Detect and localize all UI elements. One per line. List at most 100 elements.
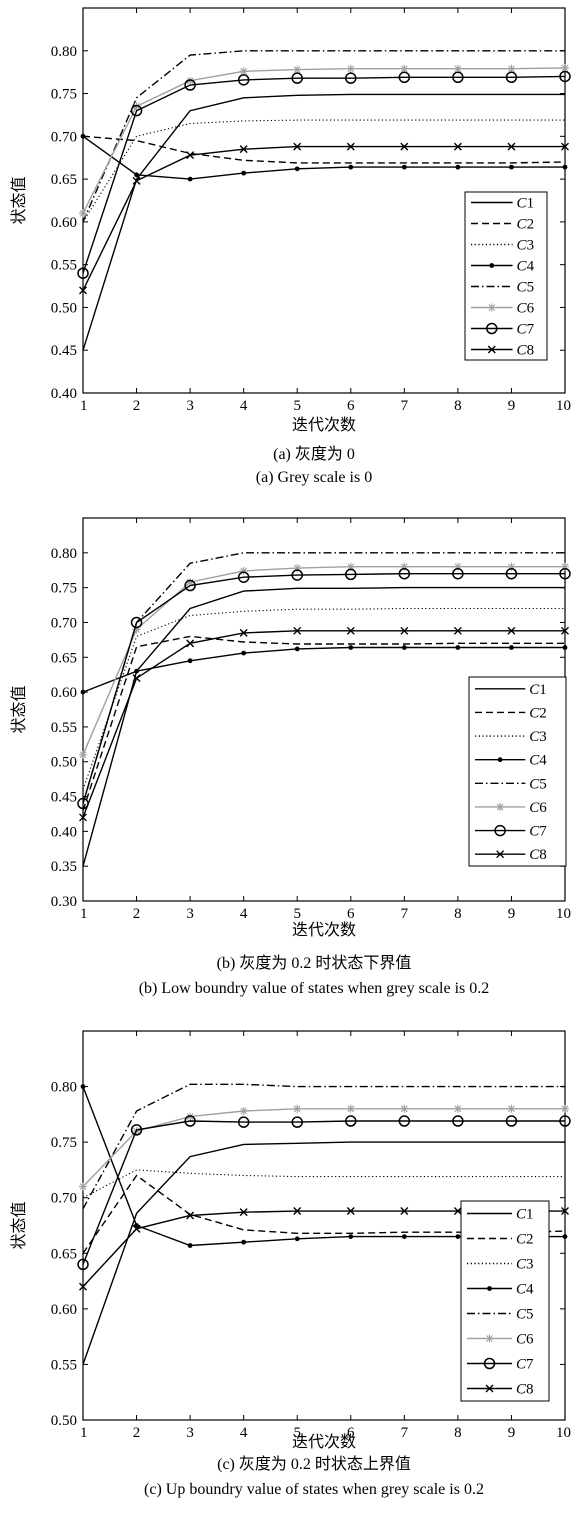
data-point-c8 <box>400 626 409 635</box>
x-tick-label: 2 <box>133 906 141 922</box>
data-point-c6 <box>561 562 569 571</box>
data-point-c7 <box>452 567 464 580</box>
x-tick-label: 8 <box>454 906 462 922</box>
series-line-c2 <box>82 135 566 164</box>
legend-label-c4: C4 <box>517 259 535 275</box>
x-tick-label: 1 <box>80 398 88 414</box>
legend-label-c3: C3 <box>516 1257 534 1273</box>
y-tick-label: 0.50 <box>51 1413 77 1429</box>
data-point-c4 <box>401 164 407 170</box>
data-point-c6 <box>346 1104 355 1113</box>
legend-label-c3: C3 <box>517 238 535 254</box>
series-line-c6 <box>82 67 566 214</box>
data-point-c4 <box>187 1243 193 1248</box>
data-point-c6 <box>453 1104 462 1113</box>
series-line-c1 <box>82 93 565 351</box>
y-tick-label: 0.80 <box>51 546 77 562</box>
data-point-c7 <box>452 1115 464 1127</box>
series-line-c1 <box>82 586 565 867</box>
x-tick-label: 10 <box>556 906 571 922</box>
series-line-c1 <box>82 1141 565 1365</box>
caption-chinese: (a) 灰度为 0 <box>273 445 355 463</box>
legend-marker-c7 <box>483 1357 496 1370</box>
data-point-c4 <box>401 1234 407 1240</box>
x-axis-label: 迭代次数 <box>292 416 356 434</box>
y-tick-label: 0.45 <box>51 790 77 806</box>
legend-label-c6: C6 <box>529 800 547 816</box>
y-tick-label: 0.50 <box>51 300 77 316</box>
legend-label-c5: C5 <box>517 280 535 296</box>
legend-label-c7: C7 <box>516 1357 534 1373</box>
series-c6 <box>79 562 569 759</box>
x-tick-label: 7 <box>401 906 409 922</box>
data-point-c8 <box>400 142 409 151</box>
series-c8 <box>79 626 569 822</box>
legend-marker-c8 <box>496 850 505 859</box>
data-point-c6 <box>293 564 302 573</box>
data-point-c4 <box>401 645 407 650</box>
data-point-c7 <box>184 1115 196 1127</box>
legend-label-c3: C3 <box>529 729 547 745</box>
data-point-c4 <box>134 172 139 178</box>
legend-label-c1: C1 <box>529 682 547 698</box>
data-point-c8 <box>293 1207 302 1216</box>
legend-marker-c4 <box>489 263 495 268</box>
x-tick-label: 6 <box>347 1425 355 1441</box>
data-point-c4 <box>348 1234 354 1240</box>
y-tick-label: 0.70 <box>51 129 77 145</box>
x-tick-label: 3 <box>186 398 194 414</box>
data-point-c8 <box>507 142 516 151</box>
x-tick-label: 3 <box>186 906 194 922</box>
data-point-c8 <box>293 142 302 151</box>
x-tick-label: 2 <box>133 398 141 414</box>
x-tick-label: 7 <box>401 398 409 414</box>
series-c2 <box>82 635 565 811</box>
y-tick-label: 0.75 <box>51 87 77 103</box>
data-point-c8 <box>561 626 569 635</box>
y-tick-label: 0.80 <box>51 44 77 60</box>
legend-marker-c6 <box>487 303 496 312</box>
data-point-c8 <box>79 813 87 822</box>
data-point-c4 <box>187 658 193 664</box>
y-axis-label: 状态值 <box>10 176 28 224</box>
legend: C1 C2 C3 C4 C5 C6 C7 C8 <box>460 1200 550 1402</box>
data-point-c6 <box>400 562 409 571</box>
series-line-c8 <box>82 145 565 291</box>
data-point-c4 <box>455 1234 461 1240</box>
series-c7 <box>77 70 571 279</box>
series-line-c7 <box>82 1120 565 1265</box>
legend-label-c8: C8 <box>516 1382 534 1398</box>
data-point-c4 <box>187 176 193 182</box>
data-point-c8 <box>453 626 462 635</box>
data-point-c4 <box>562 645 568 650</box>
legend-label-c2: C2 <box>529 705 547 721</box>
legend: C1 C2 C3 C4 C5 C6 C7 C8 <box>468 676 567 867</box>
series-line-c3 <box>82 1169 565 1199</box>
x-tick-label: 4 <box>240 906 248 922</box>
x-tick-label: 5 <box>293 1425 301 1441</box>
y-axis-label: 状态值 <box>10 1201 28 1249</box>
chart-panel-a: 0.40 0.45 0.50 0.55 0.60 0.65 0.70 0.75 0.80 1 2 3 4… <box>10 7 571 486</box>
y-tick-label: 0.30 <box>51 894 77 910</box>
data-point-c7 <box>398 71 411 84</box>
legend: C1 C2 C3 C4 C5 C6 C7 C8 <box>464 191 548 361</box>
data-point-c8 <box>239 1208 248 1217</box>
data-point-c7 <box>130 104 143 117</box>
series-c4 <box>80 133 568 182</box>
y-tick-label: 0.40 <box>51 824 77 840</box>
data-point-c4 <box>348 164 354 170</box>
series-c5 <box>82 1083 565 1210</box>
data-point-c7 <box>184 79 196 91</box>
series-c1 <box>82 93 565 351</box>
data-point-c7 <box>398 567 411 580</box>
data-point-c4 <box>562 1234 568 1240</box>
data-point-c8 <box>79 1282 87 1291</box>
data-point-c7 <box>130 616 143 629</box>
data-point-c8 <box>239 145 248 154</box>
series-line-c2 <box>82 635 565 811</box>
data-point-c8 <box>346 142 355 151</box>
series-line-c4 <box>82 135 565 180</box>
data-point-c4 <box>80 1084 86 1089</box>
data-point-c7 <box>559 70 571 83</box>
